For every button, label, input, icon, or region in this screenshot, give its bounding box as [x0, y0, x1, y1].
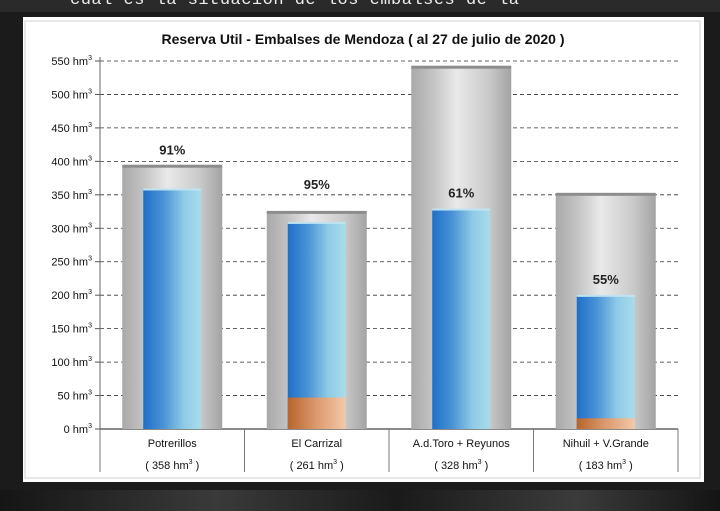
category-value-label: ( 261 hm3 ): [290, 459, 344, 472]
category-label: Nihuil + V.Grande: [563, 438, 649, 450]
percent-label: 61%: [448, 186, 474, 201]
category-value-label: ( 183 hm3 ): [579, 459, 633, 472]
category-value-label: ( 328 hm3 ): [434, 459, 488, 472]
y-tick-label: 350 hm3: [51, 189, 92, 202]
caption-fragment: cuál es la situación de los embalses de …: [70, 0, 670, 9]
water-surface: [576, 294, 635, 297]
y-tick-label: 150 hm3: [51, 323, 92, 336]
y-tick-label: 550 hm3: [51, 55, 92, 68]
dead-storage-bar: [576, 418, 635, 429]
y-tick-label: 250 hm3: [51, 256, 92, 269]
y-tick-label: 0 hm3: [64, 423, 92, 436]
category-label: El Carrizal: [291, 438, 342, 450]
capacity-rim: [122, 164, 223, 168]
y-tick-label: 50 hm3: [58, 390, 93, 403]
water-surface: [143, 188, 202, 191]
y-tick-label: 200 hm3: [51, 289, 92, 302]
water-bar: [287, 222, 346, 429]
percent-label: 91%: [159, 143, 185, 158]
capacity-rim: [266, 210, 367, 214]
background-band: [0, 0, 720, 12]
percent-label: 55%: [593, 272, 619, 287]
chart-frame: [24, 20, 701, 479]
dead-storage-bar: [287, 397, 346, 429]
category-label: Potrerillos: [148, 438, 197, 450]
water-bar: [576, 295, 635, 429]
chart-panel: Reserva Util - Embalses de Mendoza ( al …: [23, 17, 704, 482]
bottom-strip: [0, 490, 720, 511]
water-bar: [432, 209, 491, 429]
chart-svg: 0 hm3 50 hm3 100 hm3 150 hm3 200 hm3 250 hm3 3…: [24, 20, 701, 479]
category-label: A.d.Toro + Reyunos: [413, 438, 510, 450]
category-value-label: ( 358 hm3 ): [145, 459, 199, 472]
y-tick-label: 100 hm3: [51, 356, 92, 369]
chart-title: Reserva Util - Embalses de Mendoza ( al …: [161, 31, 565, 47]
capacity-rim: [555, 192, 656, 196]
water-bar: [143, 189, 202, 429]
water-surface: [432, 208, 491, 211]
y-tick-label: 500 hm3: [51, 88, 92, 101]
y-tick-label: 450 hm3: [51, 122, 92, 135]
y-tick-label: 300 hm3: [51, 222, 92, 235]
y-tick-label: 400 hm3: [51, 155, 92, 168]
water-surface: [287, 221, 346, 224]
percent-label: 95%: [304, 177, 330, 192]
capacity-rim: [411, 65, 512, 69]
